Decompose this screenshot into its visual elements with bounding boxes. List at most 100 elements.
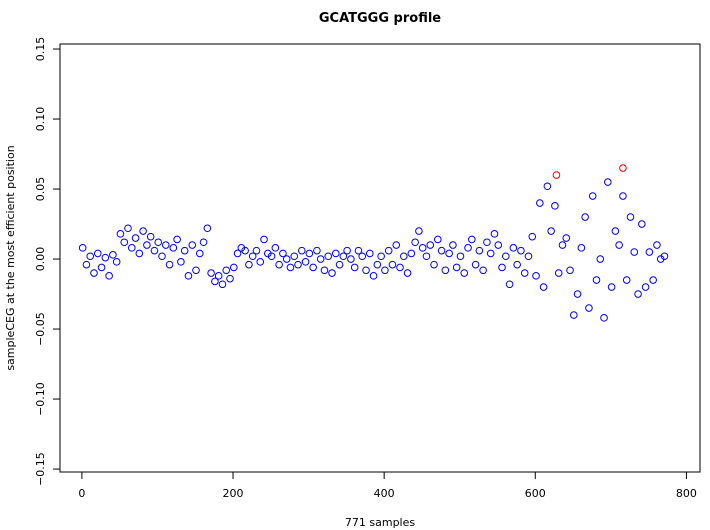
point xyxy=(532,272,540,280)
point xyxy=(392,241,401,249)
point xyxy=(486,249,495,258)
point xyxy=(343,246,351,255)
point xyxy=(101,253,110,262)
point xyxy=(150,246,159,255)
point xyxy=(649,276,657,284)
point xyxy=(161,241,170,249)
point xyxy=(267,252,276,261)
point xyxy=(78,244,87,252)
point xyxy=(301,258,310,266)
point xyxy=(630,248,639,256)
point xyxy=(520,269,529,277)
point xyxy=(381,266,389,275)
point xyxy=(90,269,98,277)
point xyxy=(124,224,132,233)
point xyxy=(638,220,646,228)
x-tick-label: 600 xyxy=(525,487,546,500)
point xyxy=(592,276,601,284)
point xyxy=(154,238,163,247)
point xyxy=(418,244,427,252)
point xyxy=(547,227,555,235)
x-tick-label: 200 xyxy=(223,487,244,500)
point xyxy=(483,238,491,247)
point xyxy=(297,246,306,255)
point xyxy=(517,246,525,255)
point xyxy=(536,199,544,207)
point xyxy=(426,241,435,249)
point xyxy=(626,213,635,221)
point xyxy=(437,246,446,255)
point xyxy=(188,241,197,249)
point xyxy=(260,235,268,244)
point xyxy=(400,252,408,261)
point xyxy=(619,192,627,200)
x-tick-label: 0 xyxy=(78,487,85,500)
point xyxy=(396,263,404,272)
point xyxy=(82,260,91,269)
point xyxy=(331,249,340,258)
point xyxy=(195,249,204,258)
point xyxy=(248,252,257,261)
point xyxy=(131,234,140,242)
point xyxy=(422,252,431,261)
point xyxy=(415,227,423,235)
point xyxy=(120,238,129,247)
point xyxy=(585,304,593,312)
point xyxy=(241,246,249,255)
point xyxy=(619,164,627,172)
point xyxy=(573,290,582,298)
point xyxy=(524,252,533,261)
y-axis-label: sampleCEG at the most efficient position xyxy=(4,145,17,370)
y-tick-label: 0.10 xyxy=(34,107,47,132)
point xyxy=(339,252,348,261)
point xyxy=(350,263,359,272)
y-tick-label: −0.10 xyxy=(34,382,47,416)
point xyxy=(464,244,472,252)
point xyxy=(449,241,457,249)
point xyxy=(313,246,321,255)
x-axis-label: 771 samples xyxy=(345,516,415,529)
point xyxy=(86,252,95,261)
point xyxy=(165,260,174,269)
point xyxy=(328,269,336,277)
point xyxy=(112,258,121,266)
point xyxy=(554,269,563,277)
point xyxy=(290,252,299,261)
point xyxy=(411,238,419,247)
point xyxy=(441,266,450,275)
point xyxy=(475,246,484,255)
point xyxy=(105,272,113,280)
point xyxy=(358,252,367,261)
point xyxy=(354,246,363,255)
point xyxy=(305,249,314,258)
point xyxy=(335,260,344,269)
point xyxy=(460,269,469,277)
point xyxy=(180,246,189,255)
plot-frame xyxy=(59,43,701,473)
point xyxy=(558,241,567,249)
point xyxy=(158,252,166,261)
point xyxy=(600,314,608,322)
point xyxy=(622,276,631,284)
point xyxy=(222,266,231,275)
point xyxy=(581,213,589,221)
point xyxy=(139,227,147,235)
point xyxy=(479,266,487,275)
point xyxy=(369,272,378,280)
point xyxy=(271,244,280,252)
point xyxy=(490,230,499,238)
point xyxy=(407,249,416,258)
point xyxy=(97,263,106,272)
point xyxy=(184,272,193,280)
y-tick-label: −0.15 xyxy=(34,452,47,486)
point xyxy=(365,249,374,258)
point xyxy=(199,238,208,247)
chart-title: GCATGGG profile xyxy=(319,11,441,26)
point xyxy=(645,248,654,256)
point xyxy=(93,249,102,258)
point xyxy=(143,241,151,249)
point xyxy=(509,244,518,252)
point xyxy=(226,274,234,283)
point xyxy=(275,260,283,269)
